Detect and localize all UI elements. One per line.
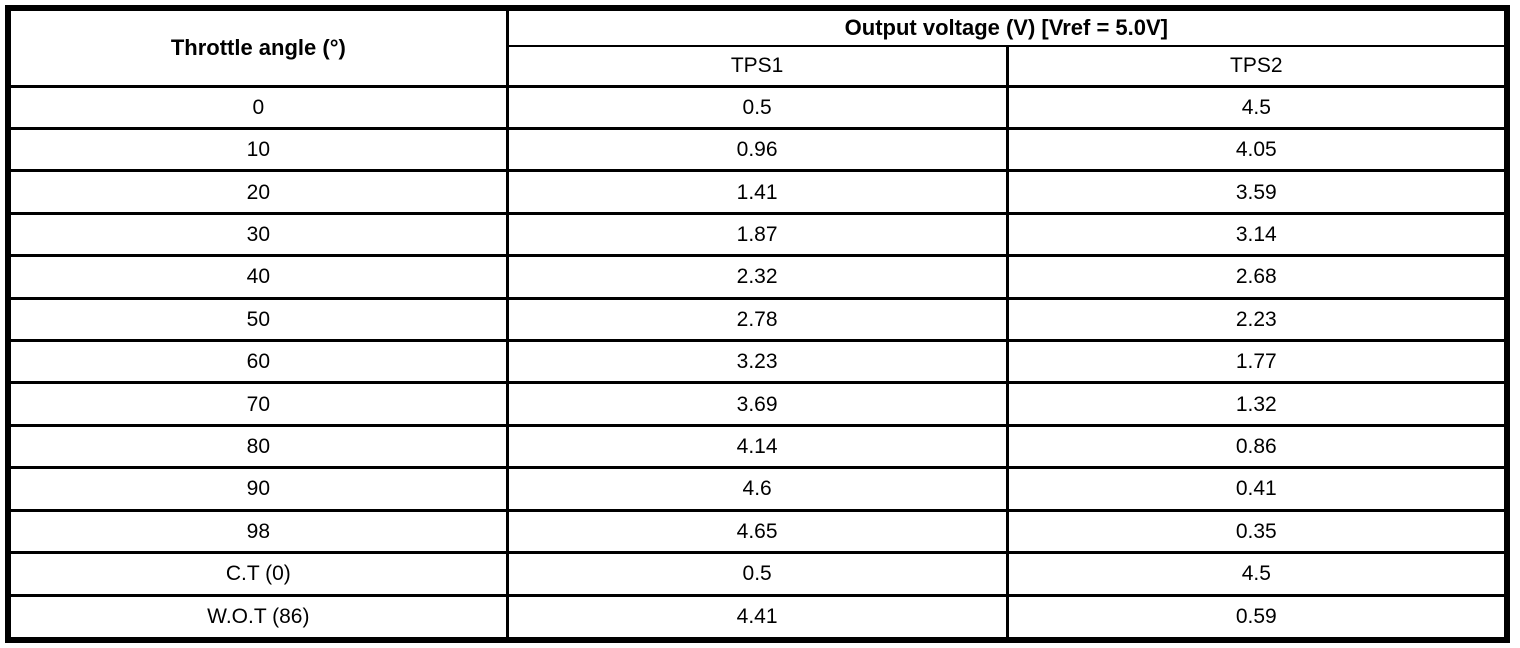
table-row: 70 3.69 1.32 <box>6 381 1509 427</box>
throttle-angle-cell: W.O.T (86) <box>6 593 509 642</box>
table-header: Throttle angle (°) Output voltage (V) [V… <box>6 6 1509 88</box>
throttle-angle-cell: 10 <box>6 126 509 173</box>
tps1-value-cell: 4.6 <box>505 466 1009 512</box>
throttle-angle-cell: 40 <box>6 254 509 300</box>
throttle-angle-cell: C.T (0) <box>6 551 509 597</box>
tps2-value-cell: 3.59 <box>1005 169 1509 215</box>
table-row: W.O.T (86) 4.41 0.59 <box>6 593 1509 642</box>
tps1-value-cell: 4.14 <box>505 423 1009 470</box>
tps2-value-cell: 4.5 <box>1005 84 1509 130</box>
tps2-column-header: TPS2 <box>1005 45 1509 88</box>
table-row: 20 1.41 3.59 <box>6 169 1509 215</box>
tps1-value-cell: 2.32 <box>505 254 1009 300</box>
tps-voltage-table: Throttle angle (°) Output voltage (V) [V… <box>5 5 1510 643</box>
throttle-angle-header: Throttle angle (°) <box>6 6 509 88</box>
throttle-angle-cell: 30 <box>6 211 509 258</box>
table-row: C.T (0) 0.5 4.5 <box>6 551 1509 597</box>
tps2-value-cell: 0.41 <box>1005 466 1509 512</box>
throttle-angle-cell: 70 <box>6 381 509 427</box>
header-row-sub: TPS1 TPS2 <box>8 45 1509 88</box>
table-row: 10 0.96 4.05 <box>6 126 1509 173</box>
tps2-value-cell: 0.86 <box>1005 423 1509 470</box>
table-row: 50 2.78 2.23 <box>6 296 1509 343</box>
tps2-value-cell: 2.23 <box>1005 296 1509 343</box>
table-body: 0 0.5 4.5 10 0.96 4.05 20 1.41 3.59 30 1.87 3.14 40 2… <box>6 84 1509 642</box>
table-row: 80 4.14 0.86 <box>6 423 1509 470</box>
tps1-value-cell: 2.78 <box>505 296 1009 343</box>
tps2-value-cell: 4.5 <box>1005 551 1509 597</box>
throttle-angle-cell: 50 <box>6 296 509 343</box>
tps1-value-cell: 3.69 <box>505 381 1009 427</box>
tps1-value-cell: 3.23 <box>505 339 1009 385</box>
tps2-value-cell: 0.59 <box>1005 593 1509 642</box>
tps2-value-cell: 1.77 <box>1005 339 1509 385</box>
throttle-angle-cell: 20 <box>6 169 509 215</box>
throttle-angle-cell: 90 <box>6 466 509 512</box>
tps1-value-cell: 4.65 <box>505 508 1009 555</box>
tps1-value-cell: 1.41 <box>505 169 1009 215</box>
tps2-value-cell: 3.14 <box>1005 211 1509 258</box>
tps2-value-cell: 4.05 <box>1005 126 1509 173</box>
table-row: 30 1.87 3.14 <box>6 211 1509 258</box>
tps1-value-cell: 0.5 <box>505 551 1009 597</box>
table-row: 98 4.65 0.35 <box>6 508 1509 555</box>
tps1-column-header: TPS1 <box>505 45 1009 88</box>
tps2-value-cell: 1.32 <box>1005 381 1509 427</box>
tps2-value-cell: 2.68 <box>1005 254 1509 300</box>
throttle-angle-cell: 0 <box>6 84 509 130</box>
table-row: 0 0.5 4.5 <box>6 84 1509 130</box>
output-voltage-header: Output voltage (V) [Vref = 5.0V] <box>505 6 1509 47</box>
header-row-main: Throttle angle (°) Output voltage (V) [V… <box>6 6 1509 88</box>
tps1-value-cell: 1.87 <box>505 211 1009 258</box>
table-row: 90 4.6 0.41 <box>6 466 1509 512</box>
throttle-angle-cell: 98 <box>6 508 509 555</box>
tps1-value-cell: 0.96 <box>505 126 1009 173</box>
tps1-value-cell: 4.41 <box>505 593 1009 642</box>
throttle-angle-cell: 60 <box>6 339 509 385</box>
table-row: 60 3.23 1.77 <box>6 339 1509 385</box>
table-row: 40 2.32 2.68 <box>6 254 1509 300</box>
throttle-angle-cell: 80 <box>6 423 509 470</box>
tps2-value-cell: 0.35 <box>1005 508 1509 555</box>
tps1-value-cell: 0.5 <box>505 84 1009 130</box>
